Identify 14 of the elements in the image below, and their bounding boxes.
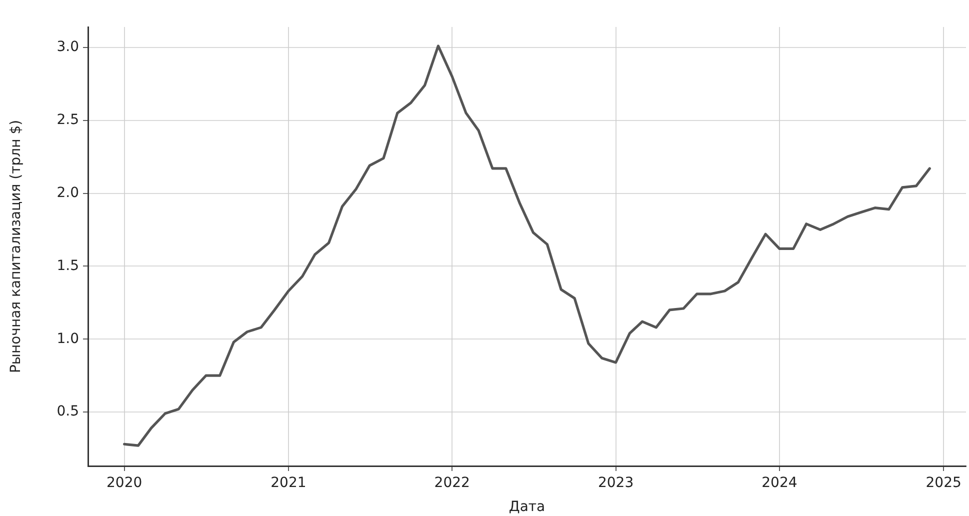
y-tick-label: 2.5 xyxy=(56,112,79,128)
x-tick-label: 2023 xyxy=(598,475,634,492)
y-tick-label: 1.0 xyxy=(56,330,79,347)
x-tick-label: 2025 xyxy=(926,475,962,492)
y-tick-label: 3.0 xyxy=(56,39,79,56)
y-tick-label: 1.5 xyxy=(56,258,79,274)
y-tick-label: 2.0 xyxy=(56,184,79,201)
y-axis-title: Рыночная капитализация (трлн $) xyxy=(8,120,24,374)
x-tick-label: 2022 xyxy=(434,475,470,492)
x-tick-label: 2021 xyxy=(270,475,306,492)
y-tick-label: 0.5 xyxy=(56,404,79,420)
x-tick-label: 2020 xyxy=(106,475,142,492)
x-axis-title: Дата xyxy=(508,499,546,516)
x-tick-label: 2024 xyxy=(762,475,798,492)
